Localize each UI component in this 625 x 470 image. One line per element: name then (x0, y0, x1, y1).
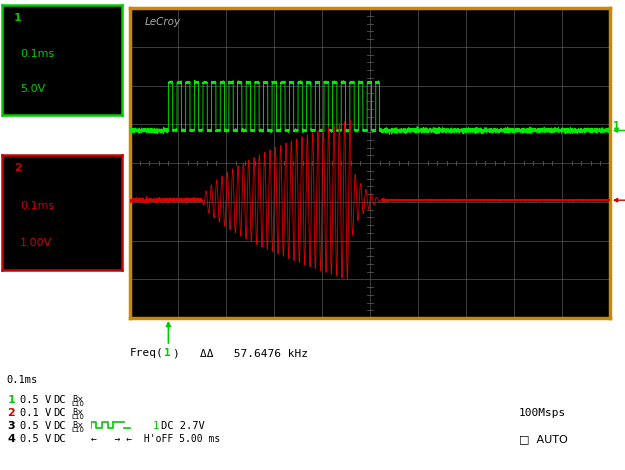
Text: DC: DC (53, 408, 66, 418)
Text: DC: DC (53, 434, 66, 444)
Text: 2: 2 (8, 408, 15, 418)
Text: 1: 1 (613, 121, 620, 131)
Text: L10: L10 (72, 414, 85, 420)
Text: 1: 1 (14, 13, 22, 23)
Text: )   ΔΔ   57.6476 kHz: ) ΔΔ 57.6476 kHz (173, 348, 308, 358)
Text: ←   → ←  H'oFF 5.00 ms: ← → ← H'oFF 5.00 ms (91, 434, 220, 444)
Text: 4: 4 (8, 434, 16, 444)
Text: 0.5 V: 0.5 V (20, 421, 51, 431)
Text: 1: 1 (8, 395, 15, 405)
Text: 0.1ms: 0.1ms (20, 201, 54, 211)
Text: 0.5 V: 0.5 V (20, 434, 51, 444)
Text: 3: 3 (8, 421, 15, 431)
Text: DC: DC (53, 395, 66, 405)
Text: 0.1 V: 0.1 V (20, 408, 51, 418)
Text: B×: B× (72, 395, 83, 404)
Text: L10: L10 (72, 400, 85, 407)
Text: 100Msps: 100Msps (519, 408, 566, 418)
Text: Freq(: Freq( (130, 348, 164, 358)
Text: 1: 1 (153, 421, 160, 431)
Text: B×: B× (72, 408, 83, 417)
Text: 0.1ms: 0.1ms (20, 49, 54, 59)
Text: 0.5 V: 0.5 V (20, 395, 51, 405)
Text: 1.00V: 1.00V (20, 238, 52, 248)
Text: B×: B× (72, 421, 83, 430)
Text: 1: 1 (164, 348, 171, 358)
Text: L10: L10 (72, 427, 85, 433)
Text: LeCroy: LeCroy (144, 17, 181, 27)
Text: DC 2.7V: DC 2.7V (161, 421, 205, 431)
Text: 5.0V: 5.0V (20, 84, 45, 94)
Text: 0.1ms: 0.1ms (6, 375, 38, 385)
Text: DC: DC (53, 421, 66, 431)
Text: □  AUTO: □ AUTO (519, 434, 568, 444)
Text: 2: 2 (14, 163, 22, 173)
